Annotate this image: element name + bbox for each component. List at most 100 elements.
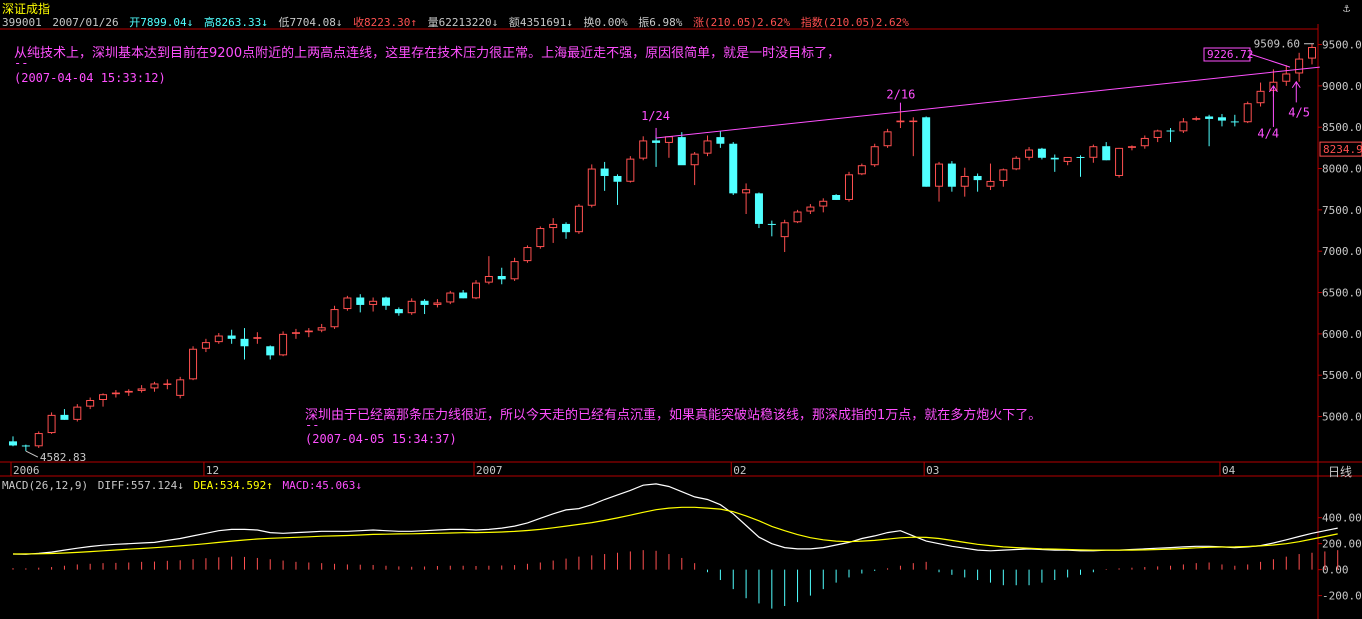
candle-body-up[interactable] <box>317 327 326 331</box>
candle-body-up[interactable] <box>870 146 879 166</box>
candle-body-up[interactable] <box>279 333 288 356</box>
candle-body-up[interactable] <box>806 206 815 212</box>
candle-body-up[interactable] <box>844 174 853 200</box>
candle-body-down[interactable] <box>394 309 403 314</box>
candle-body-up[interactable] <box>47 414 56 434</box>
candle-body-up[interactable] <box>1282 73 1291 82</box>
candle-body-up[interactable] <box>1127 146 1136 148</box>
candle-body-up[interactable] <box>536 228 545 248</box>
candle-body-up[interactable] <box>176 379 185 396</box>
candle-body-up[interactable] <box>857 165 866 175</box>
candle-body-down[interactable] <box>459 292 468 299</box>
candle-body-down[interactable] <box>356 297 365 305</box>
candle-body-up[interactable] <box>124 390 133 393</box>
candle-body-down[interactable] <box>562 223 571 233</box>
candle-body-up[interactable] <box>1025 149 1034 158</box>
candle-body-down[interactable] <box>729 143 738 194</box>
candle-body-up[interactable] <box>1140 137 1149 147</box>
candle-body-up[interactable] <box>214 335 223 343</box>
candle-body-up[interactable] <box>472 282 481 299</box>
candle-body-down[interactable] <box>832 194 841 200</box>
candle-body-up[interactable] <box>253 337 262 339</box>
candle-body-down[interactable] <box>652 140 661 143</box>
candle-body-up[interactable] <box>150 383 159 389</box>
candle-body-up[interactable] <box>780 222 789 238</box>
candle-body-up[interactable] <box>189 348 198 380</box>
candle-body-down[interactable] <box>227 335 236 339</box>
candle-body-down[interactable] <box>60 414 69 420</box>
candle-body-down[interactable] <box>973 175 982 181</box>
candle-body-down[interactable] <box>600 168 609 176</box>
candle-body-down[interactable] <box>1166 130 1175 132</box>
candle-body-up[interactable] <box>523 247 532 262</box>
candle-body-up[interactable] <box>1295 58 1304 74</box>
candle-body-down[interactable] <box>1230 121 1239 123</box>
candle-body-down[interactable] <box>1050 157 1059 160</box>
candle-body-down[interactable] <box>754 193 763 224</box>
candle-body-down[interactable] <box>947 163 956 187</box>
candle-body-up[interactable] <box>883 131 892 147</box>
candle-body-up[interactable] <box>1063 156 1072 162</box>
candle-body-up[interactable] <box>793 211 802 223</box>
candle-body-down[interactable] <box>266 346 275 356</box>
candle-body-up[interactable] <box>1153 130 1162 138</box>
candle-body-up[interactable] <box>549 223 558 229</box>
candle-body-down[interactable] <box>420 300 429 305</box>
candle-body-up[interactable] <box>574 205 583 233</box>
candle-body-down[interactable] <box>677 137 686 166</box>
candle-body-up[interactable] <box>304 330 313 333</box>
candle-body-up[interactable] <box>330 309 339 328</box>
candle-body-up[interactable] <box>137 388 146 391</box>
candle-body-up[interactable] <box>1179 121 1188 132</box>
candle-body-up[interactable] <box>369 300 378 305</box>
candle-body-up[interactable] <box>510 261 519 280</box>
candle-body-up[interactable] <box>1192 118 1201 120</box>
candle-body-up[interactable] <box>960 175 969 187</box>
candle-body-down[interactable] <box>1102 146 1111 161</box>
period-label[interactable]: 日线 <box>1328 465 1353 479</box>
candle-body-up[interactable] <box>626 158 635 182</box>
candle-body-up[interactable] <box>291 332 300 334</box>
candle-body-up[interactable] <box>1308 47 1316 59</box>
candle-body-up[interactable] <box>1115 147 1124 176</box>
candle-body-up[interactable] <box>111 392 120 395</box>
candle-body-up[interactable] <box>999 169 1008 181</box>
candle-body-up[interactable] <box>986 180 995 187</box>
candle-body-down[interactable] <box>613 175 622 182</box>
candle-body-up[interactable] <box>896 120 905 123</box>
candle-body-up[interactable] <box>587 168 596 206</box>
candle-body-down[interactable] <box>922 117 931 187</box>
candle-body-up[interactable] <box>34 433 43 447</box>
candle-body-up[interactable] <box>1089 146 1098 158</box>
candle-body-up[interactable] <box>86 400 95 407</box>
candle-body-down[interactable] <box>1205 116 1214 119</box>
candle-body-up[interactable] <box>433 302 442 305</box>
candle-body-up[interactable] <box>343 297 352 310</box>
candle-body-down[interactable] <box>497 276 506 280</box>
candle-body-up[interactable] <box>1243 103 1252 123</box>
candle-body-down[interactable] <box>1076 156 1085 158</box>
candle-body-up[interactable] <box>163 383 172 385</box>
candle-body-up[interactable] <box>201 342 210 349</box>
candle-body-down[interactable] <box>1037 148 1046 158</box>
candle-body-down[interactable] <box>21 445 30 447</box>
candle-body-up[interactable] <box>664 136 673 143</box>
candle-body-down[interactable] <box>9 441 17 446</box>
candle-body-down[interactable] <box>716 137 725 144</box>
candle-body-up[interactable] <box>639 140 648 159</box>
candle-body-down[interactable] <box>1217 117 1226 121</box>
candle-body-up[interactable] <box>703 140 712 154</box>
candle-body-up[interactable] <box>742 189 751 194</box>
candle-body-down[interactable] <box>381 297 390 306</box>
candle-body-up[interactable] <box>909 120 918 123</box>
candle-body-down[interactable] <box>240 338 249 347</box>
candle-body-up[interactable] <box>1012 157 1021 170</box>
candle-body-up[interactable] <box>484 276 493 283</box>
candle-body-up[interactable] <box>99 394 108 401</box>
candle-body-up[interactable] <box>819 200 828 207</box>
candle-body-up[interactable] <box>1256 90 1265 104</box>
candle-body-down[interactable] <box>767 223 776 225</box>
candle-body-up[interactable] <box>935 163 944 187</box>
candle-body-up[interactable] <box>446 292 455 303</box>
